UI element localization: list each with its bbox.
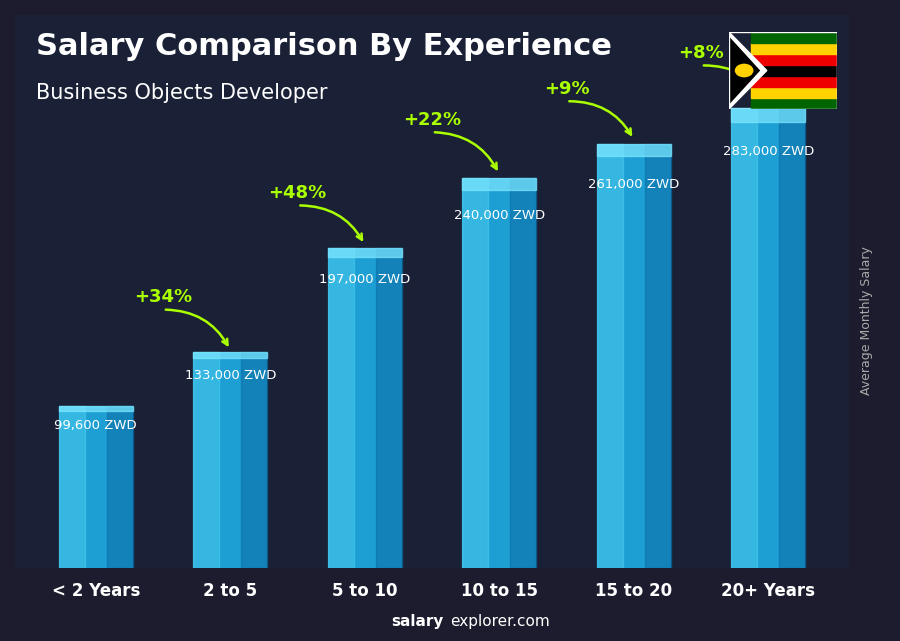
Text: 99,600 ZWD: 99,600 ZWD xyxy=(54,419,137,432)
Circle shape xyxy=(735,64,752,77)
Text: salary: salary xyxy=(392,615,444,629)
Bar xyxy=(194,352,219,569)
Text: +34%: +34% xyxy=(134,288,192,306)
Bar xyxy=(751,87,837,98)
Text: +22%: +22% xyxy=(403,111,461,129)
Polygon shape xyxy=(729,37,760,104)
Bar xyxy=(463,178,536,569)
Bar xyxy=(463,178,488,569)
Bar xyxy=(597,144,670,569)
Bar xyxy=(58,406,85,569)
Text: explorer.com: explorer.com xyxy=(450,615,550,629)
Bar xyxy=(751,98,837,109)
Bar xyxy=(376,248,401,569)
Bar xyxy=(645,144,670,569)
Text: Business Objects Developer: Business Objects Developer xyxy=(36,83,328,103)
Bar xyxy=(510,178,536,569)
Text: 240,000 ZWD: 240,000 ZWD xyxy=(454,209,544,222)
Text: +9%: +9% xyxy=(544,80,590,98)
Bar xyxy=(241,352,267,569)
Bar xyxy=(597,144,670,156)
Bar xyxy=(107,406,132,569)
Bar xyxy=(194,352,267,358)
Text: 133,000 ZWD: 133,000 ZWD xyxy=(184,369,276,382)
Polygon shape xyxy=(729,32,767,109)
Bar xyxy=(751,54,837,65)
Text: Average Monthly Salary: Average Monthly Salary xyxy=(860,246,873,395)
Bar xyxy=(751,43,837,54)
Bar xyxy=(732,108,806,569)
Bar xyxy=(463,178,536,190)
Bar xyxy=(58,406,132,569)
Text: 197,000 ZWD: 197,000 ZWD xyxy=(320,274,410,287)
Bar xyxy=(194,352,267,569)
Bar xyxy=(751,76,837,87)
Bar xyxy=(597,144,623,569)
Text: Salary Comparison By Experience: Salary Comparison By Experience xyxy=(36,32,612,61)
Bar xyxy=(58,406,132,411)
Text: +8%: +8% xyxy=(679,44,724,62)
Text: 283,000 ZWD: 283,000 ZWD xyxy=(723,145,814,158)
Bar xyxy=(732,108,806,122)
Bar xyxy=(751,32,837,43)
Text: 261,000 ZWD: 261,000 ZWD xyxy=(588,178,680,190)
Bar xyxy=(328,248,401,258)
Bar xyxy=(328,248,354,569)
Bar xyxy=(328,248,401,569)
Bar xyxy=(751,65,837,76)
Text: +48%: +48% xyxy=(268,184,327,202)
Bar xyxy=(732,108,757,569)
Bar xyxy=(779,108,806,569)
